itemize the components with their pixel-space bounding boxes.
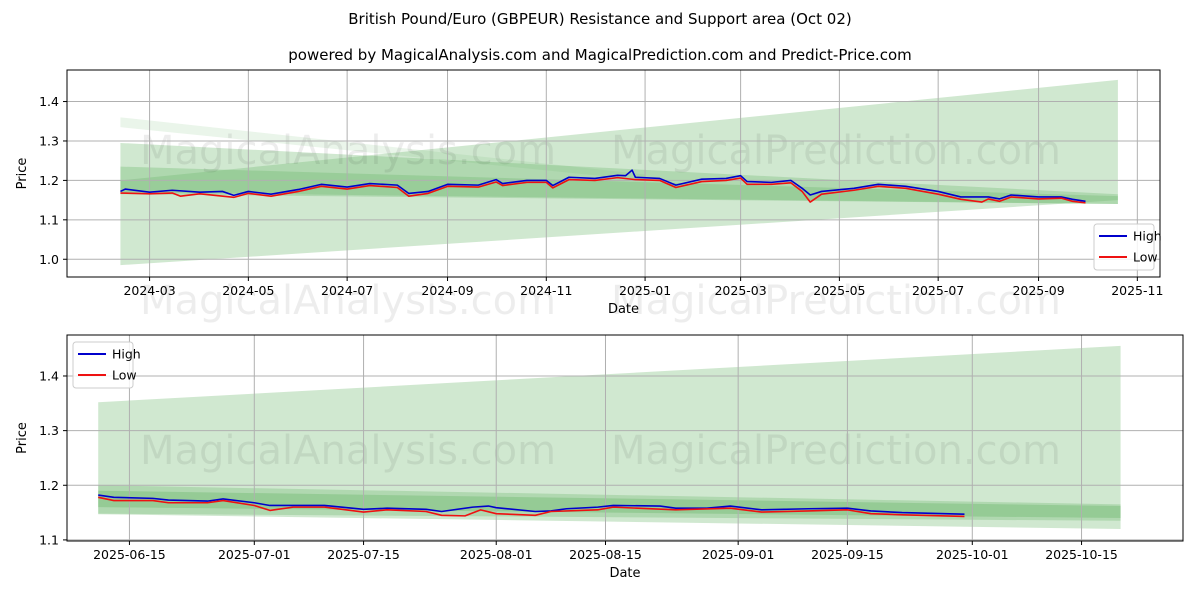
y-tick-label: 1.1: [39, 212, 59, 227]
support-resistance-band: [98, 485, 1121, 521]
y-axis-label: Price: [15, 422, 30, 454]
x-axis-label: Date: [609, 566, 640, 581]
support-resistance-band: [120, 166, 1118, 205]
legend-label-low: Low: [112, 368, 137, 383]
x-tick-label: 2025-06-15: [93, 547, 166, 562]
x-tick-label: 2025-09: [1012, 283, 1064, 298]
x-axis-label: Date: [608, 302, 639, 317]
y-tick-label: 1.0: [39, 252, 59, 267]
x-tick-label: 2024-09: [421, 283, 473, 298]
watermark: MagicalPrediction.com: [611, 428, 1061, 474]
watermark: MagicalPrediction.com: [611, 128, 1061, 174]
support-resistance-band: [98, 490, 1121, 519]
y-tick-label: 1.3: [39, 423, 59, 438]
support-resistance-band: [98, 345, 1121, 529]
y-tick-label: 1.3: [39, 133, 59, 148]
x-tick-label: 2024-03: [123, 283, 175, 298]
watermark: MagicalAnalysis.com: [140, 278, 556, 324]
x-tick-label: 2025-05: [813, 283, 865, 298]
x-tick-label: 2025-07-01: [218, 547, 291, 562]
x-tick-label: 2025-07-15: [327, 547, 400, 562]
x-tick-label: 2025-07: [912, 283, 964, 298]
chart-2: MagicalAnalysis.com MagicalPrediction.com…: [15, 334, 1184, 581]
series-line-high: [120, 169, 1086, 203]
x-tick-label: 2025-03: [714, 283, 766, 298]
y-tick-label: 1.2: [39, 173, 59, 188]
watermark: MagicalAnalysis.com: [140, 428, 556, 474]
x-tick-label: 2025-10-01: [936, 547, 1009, 562]
series-line-low: [98, 496, 965, 518]
series-line-high: [98, 494, 965, 516]
plot-frame: [66, 69, 1161, 278]
y-axis-label: Price: [15, 158, 30, 190]
legend-label-low: Low: [1133, 250, 1158, 265]
x-tick-label: 2025-08-01: [460, 547, 533, 562]
series-line-low: [120, 176, 1086, 204]
x-tick-label: 2024-11: [520, 283, 572, 298]
plot-frame: [66, 334, 1184, 542]
y-tick-label: 1.2: [39, 478, 59, 493]
x-tick-label: 2024-07: [321, 283, 373, 298]
support-resistance-band: [120, 117, 646, 181]
support-resistance-band: [120, 79, 1118, 266]
y-tick-label: 1.4: [39, 94, 59, 109]
legend-label-high: High: [1133, 229, 1162, 244]
watermark: MagicalAnalysis.com: [140, 128, 556, 174]
x-tick-label: 2025-09-01: [702, 547, 775, 562]
watermark: MagicalPrediction.com: [611, 278, 1061, 324]
x-tick-label: 2025-10-15: [1045, 547, 1118, 562]
y-tick-label: 1.4: [39, 368, 59, 383]
support-resistance-band: [120, 142, 1118, 205]
x-tick-label: 2025-09-15: [811, 547, 884, 562]
x-tick-label: 2024-05: [222, 283, 274, 298]
x-tick-label: 2025-01: [619, 283, 671, 298]
legend-label-high: High: [112, 347, 141, 362]
chart-subtitle: powered by MagicalAnalysis.com and Magic…: [288, 46, 912, 64]
chart-1: MagicalAnalysis.com MagicalPrediction.com…: [15, 69, 1163, 324]
y-tick-label: 1.1: [39, 532, 59, 547]
x-tick-label: 2025-11: [1111, 283, 1163, 298]
chart-title: British Pound/Euro (GBPEUR) Resistance a…: [348, 10, 852, 28]
x-tick-label: 2025-08-15: [569, 547, 642, 562]
